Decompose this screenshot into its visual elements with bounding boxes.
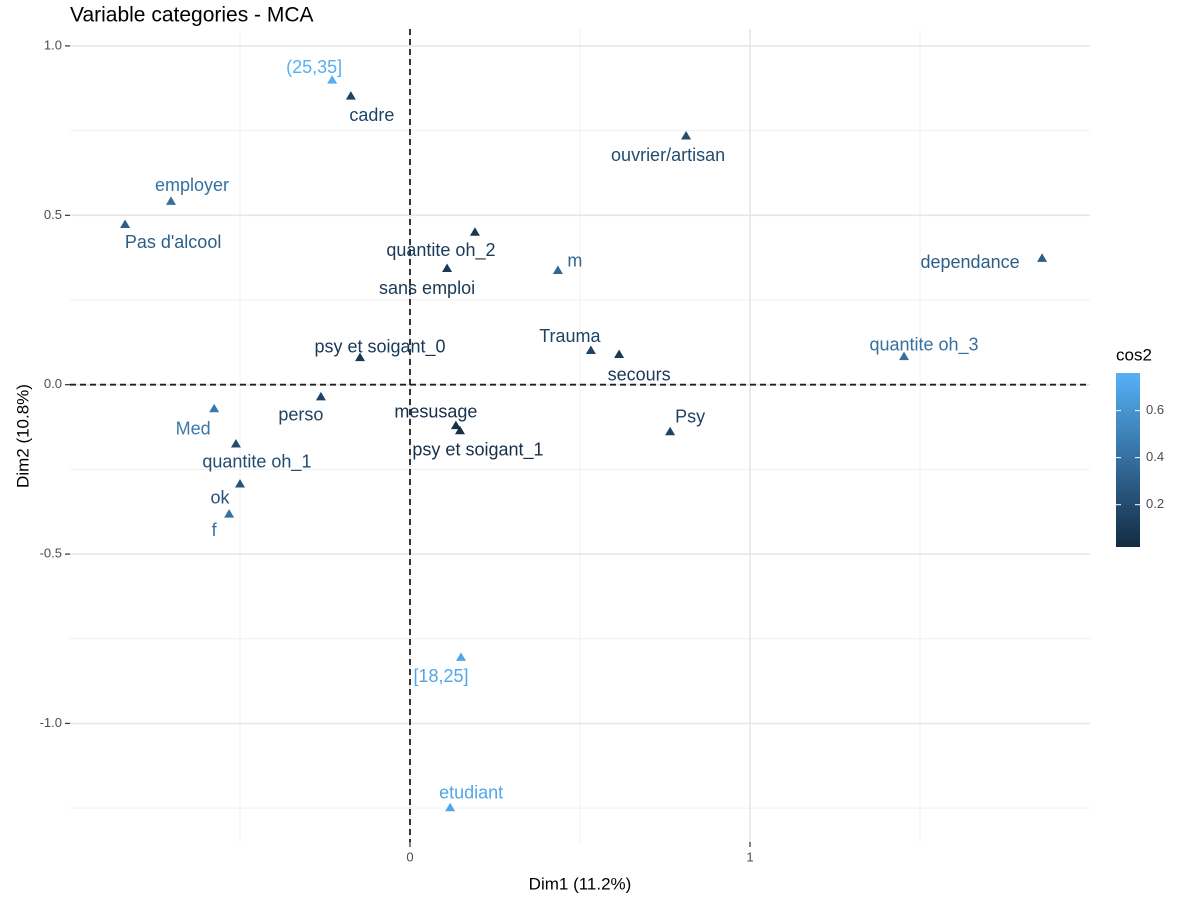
point-label: mesusage <box>394 401 477 421</box>
point <box>355 352 366 362</box>
y-tick-label: -0.5 <box>40 546 62 561</box>
point <box>235 478 245 488</box>
point <box>1037 253 1048 262</box>
y-tick-label: -1.0 <box>40 715 62 730</box>
point-label: Med <box>176 418 211 438</box>
point <box>315 391 326 401</box>
point-label: dependance <box>921 252 1020 272</box>
point-label: employer <box>155 175 229 195</box>
point-label: quantite oh_3 <box>869 334 978 355</box>
point <box>209 403 220 413</box>
point-label: psy et soigant_0 <box>314 336 445 357</box>
colorbar-label: 0.4 <box>1146 449 1164 464</box>
point-label: Trauma <box>539 326 601 346</box>
chart-title: Variable categories - MCA <box>70 4 314 27</box>
point <box>120 219 131 228</box>
point <box>585 345 596 354</box>
legend-title: cos2 <box>1116 345 1152 364</box>
point <box>442 263 453 272</box>
x-tick-label: 1 <box>746 849 753 864</box>
point <box>224 509 235 518</box>
colorbar <box>1116 373 1140 547</box>
point-label: f <box>212 520 218 540</box>
x-tick-label: 0 <box>406 849 413 864</box>
point-label: etudiant <box>439 783 503 803</box>
point-label: quantite oh_2 <box>386 240 495 261</box>
point <box>456 652 466 661</box>
colorbar-label: 0.6 <box>1146 402 1164 417</box>
x-axis-label: Dim1 (11.2%) <box>529 874 632 893</box>
point <box>327 75 338 84</box>
point-label: perso <box>278 405 323 425</box>
point <box>469 227 480 236</box>
point <box>454 425 465 435</box>
colorbar-label: 0.2 <box>1146 496 1164 511</box>
point-label: (25,35] <box>286 57 342 77</box>
point <box>681 131 692 140</box>
y-axis-label: Dim2 (10.8%) <box>13 384 32 488</box>
point <box>614 349 625 359</box>
y-tick-label: 1.0 <box>44 37 62 52</box>
point-label: quantite oh_1 <box>202 452 311 473</box>
point <box>230 438 241 448</box>
point <box>665 426 676 436</box>
point <box>552 265 563 275</box>
point <box>899 351 910 361</box>
point <box>345 91 356 100</box>
point-label: ouvrier/artisan <box>611 145 725 165</box>
point-label: [18,25] <box>413 666 468 686</box>
point-label: m <box>567 250 582 270</box>
y-tick-label: 0.0 <box>44 376 62 391</box>
point <box>445 802 456 812</box>
point-label: cadre <box>349 105 394 125</box>
point <box>165 196 176 205</box>
point <box>450 420 461 430</box>
point-label: Psy <box>675 407 705 427</box>
point-label: Pas d'alcool <box>125 232 222 252</box>
point-label: sans emploi <box>379 278 475 298</box>
point-label: secours <box>608 364 671 384</box>
y-tick-label: 0.5 <box>44 207 62 222</box>
point-label: psy et soigant_1 <box>412 440 543 461</box>
point-label: ok <box>210 488 230 508</box>
